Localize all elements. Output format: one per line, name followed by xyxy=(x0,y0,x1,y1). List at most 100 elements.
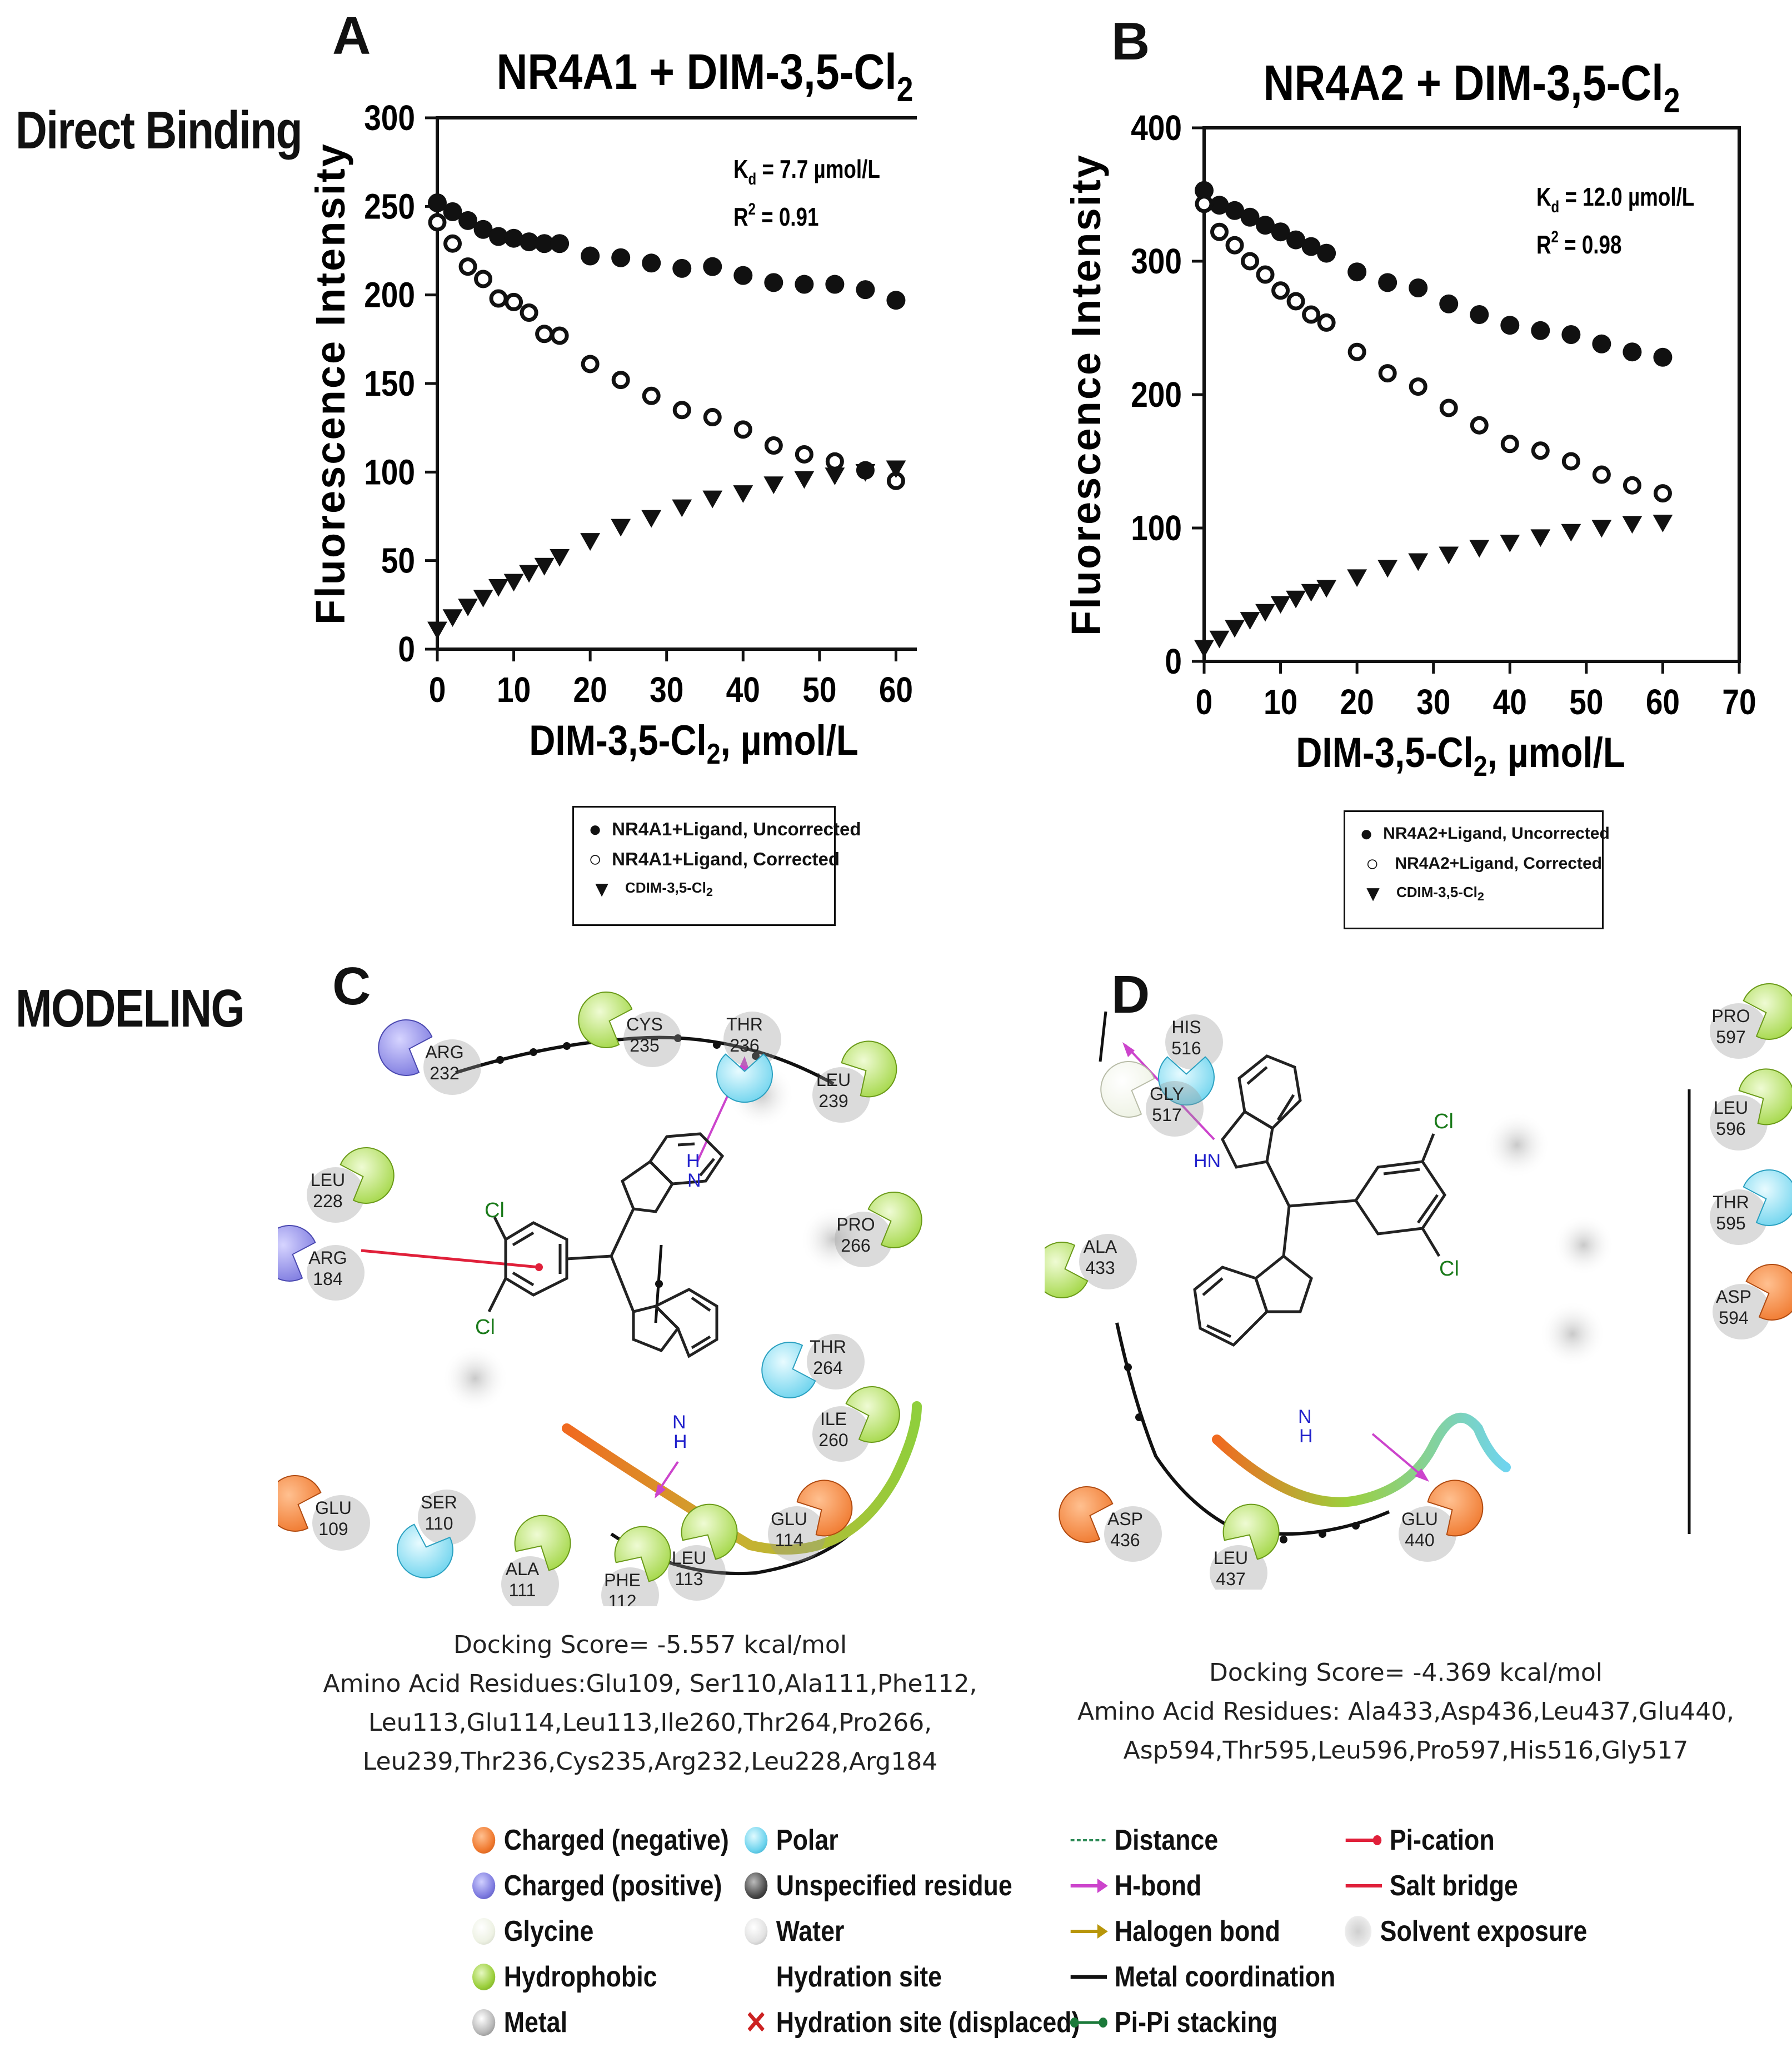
residue-name: SER xyxy=(421,1492,457,1512)
residue-number: 228 xyxy=(313,1191,342,1211)
y-tick-label-a: 50 xyxy=(381,541,415,581)
point-a-corrected xyxy=(764,436,783,455)
point-b-corrected xyxy=(1439,399,1458,417)
point-b-cdim xyxy=(1347,569,1367,587)
residues-line-d-2: Asp594,Thr595,Leu596,Pro597,His516,Gly51… xyxy=(1123,1736,1689,1765)
x-tick-label-b: 60 xyxy=(1646,682,1680,722)
key-hydrophobic: Hydrophobic xyxy=(472,1954,729,2000)
residue-number: 440 xyxy=(1405,1530,1434,1550)
residue-number: 516 xyxy=(1171,1038,1201,1058)
point-a-uncorrected xyxy=(642,253,661,273)
filled-circle-icon: ● xyxy=(588,817,602,841)
point-a-cdim xyxy=(473,590,493,607)
y-tick-label-b: 200 xyxy=(1131,375,1182,415)
chart-b: NR4A2 + DIM-3,5-Cl2 0 100 200 300 400 0 10 20 30 4… xyxy=(1063,55,1756,783)
residue-number: 114 xyxy=(775,1530,803,1550)
docking-diagram-d: Cl Cl HN N H HIS516GLY517PRO597LEU596THR… xyxy=(1045,983,1792,1590)
residue-number: 184 xyxy=(313,1269,342,1289)
point-a-corrected xyxy=(642,386,661,405)
x-tick-label-b: 70 xyxy=(1722,682,1756,722)
point-a-corrected xyxy=(733,420,752,439)
residue-name: ASP xyxy=(1107,1509,1143,1529)
point-a-corrected xyxy=(611,371,630,390)
point-b-corrected xyxy=(1210,222,1229,241)
point-a-cdim xyxy=(702,490,723,509)
residue-name: PHE xyxy=(604,1570,641,1590)
point-b-cdim xyxy=(1653,514,1673,532)
point-a-corrected xyxy=(581,355,600,373)
legend-a-item-cdim: ▼ CDIM-3,5-Cl2 xyxy=(574,874,834,904)
x-tick-label-b: 30 xyxy=(1416,682,1450,722)
point-b-cdim xyxy=(1500,534,1520,552)
panel-letter-d: D xyxy=(1111,965,1150,1024)
point-a-corrected xyxy=(550,326,569,345)
residue-name: ASP xyxy=(1716,1287,1751,1307)
point-a-cdim xyxy=(672,499,692,517)
residue-name: PRO xyxy=(1711,1006,1750,1026)
filled-triangle-icon: ▼ xyxy=(1362,881,1384,906)
residues-line-c-1: Amino Acid Residues:Glu109, Ser110,Ala11… xyxy=(323,1670,977,1698)
point-b-uncorrected xyxy=(1378,273,1397,292)
residue-name: THR xyxy=(810,1337,846,1357)
key-col-1: Charged (negative) Charged (positive) Gl… xyxy=(472,1817,729,2045)
key-metal-coordination: Metal coordination xyxy=(1070,1961,1336,1993)
point-b-cdim xyxy=(1316,580,1337,598)
y-axis-label-b: Fluorescence Intensity xyxy=(1063,153,1109,636)
residue-number: 437 xyxy=(1216,1569,1245,1589)
filled-circle-icon: ● xyxy=(1360,821,1374,846)
point-a-uncorrected xyxy=(733,266,753,285)
residue-number: 112 xyxy=(608,1591,636,1606)
residue-name: GLU xyxy=(315,1498,352,1518)
point-b-cdim xyxy=(1622,516,1643,534)
residue-name: LEU xyxy=(311,1170,345,1190)
point-b-cdim xyxy=(1225,620,1245,638)
point-a-uncorrected xyxy=(504,228,523,248)
key-col-4: Pi-cation Salt bridge Solvent exposure xyxy=(1345,1817,1587,1954)
x-tick-label-a: 0 xyxy=(429,670,446,710)
residues-line-d-1: Amino Acid Residues: Ala433,Asp436,Leu43… xyxy=(1077,1697,1735,1726)
point-a-corrected xyxy=(672,401,691,420)
atom-cl-lower-c: Cl xyxy=(475,1316,495,1339)
residue-number: 232 xyxy=(430,1063,459,1083)
y-tick-label-a: 0 xyxy=(398,629,415,669)
point-a-cdim xyxy=(427,621,447,640)
residue-name: CYS xyxy=(626,1014,663,1034)
point-b-cdim xyxy=(1301,584,1321,602)
point-b-cdim xyxy=(1530,529,1551,547)
point-a-uncorrected xyxy=(764,273,783,292)
point-b-uncorrected xyxy=(1439,294,1459,313)
key-pi-cation: Pi-cation xyxy=(1345,1817,1587,1863)
legend-b: ● NR4A2+Ligand, Uncorrected ○ NR4A2+Ligand… xyxy=(1344,810,1610,929)
point-a-cdim xyxy=(825,467,845,486)
atom-n-lower-c: N xyxy=(672,1412,686,1433)
point-b-uncorrected xyxy=(1531,321,1550,340)
residue-name: THR xyxy=(1713,1192,1749,1212)
docking-text-c: Docking Score= -5.557 kcal/mol Amino Aci… xyxy=(233,1626,1067,1781)
residue-name: ALA xyxy=(1084,1237,1117,1257)
residues-line-c-3: Leu239,Thr236,Cys235,Arg232,Leu228,Arg18… xyxy=(362,1747,938,1776)
atom-hn-d: HN xyxy=(1194,1150,1221,1172)
residue-number: 264 xyxy=(813,1358,842,1378)
point-b-corrected xyxy=(1561,452,1580,471)
key-unspecified-residue: Unspecified residue xyxy=(745,1863,1080,1909)
point-b-cdim xyxy=(1439,546,1459,565)
residue-number: 594 xyxy=(1719,1308,1748,1328)
key-polar: Polar xyxy=(745,1817,1080,1863)
x-axis-label-b: DIM-3,5-Cl2, µmol/L xyxy=(1296,729,1625,782)
key-halogen-bond: Halogen bond xyxy=(1070,1909,1335,1954)
point-b-cdim xyxy=(1469,540,1490,558)
open-circle-icon: ○ xyxy=(588,847,602,871)
atom-h-upper-c: H xyxy=(686,1150,700,1172)
x-tick-label-a: 50 xyxy=(802,670,836,710)
r2-annotation-b: R2 = 0.98 xyxy=(1536,227,1621,259)
y-tick-label-a: 200 xyxy=(364,275,415,315)
y-tick-label-a: 150 xyxy=(364,363,415,404)
point-a-uncorrected xyxy=(520,232,539,252)
y-axis-label-a: Fluorescence Intensity xyxy=(307,142,353,625)
